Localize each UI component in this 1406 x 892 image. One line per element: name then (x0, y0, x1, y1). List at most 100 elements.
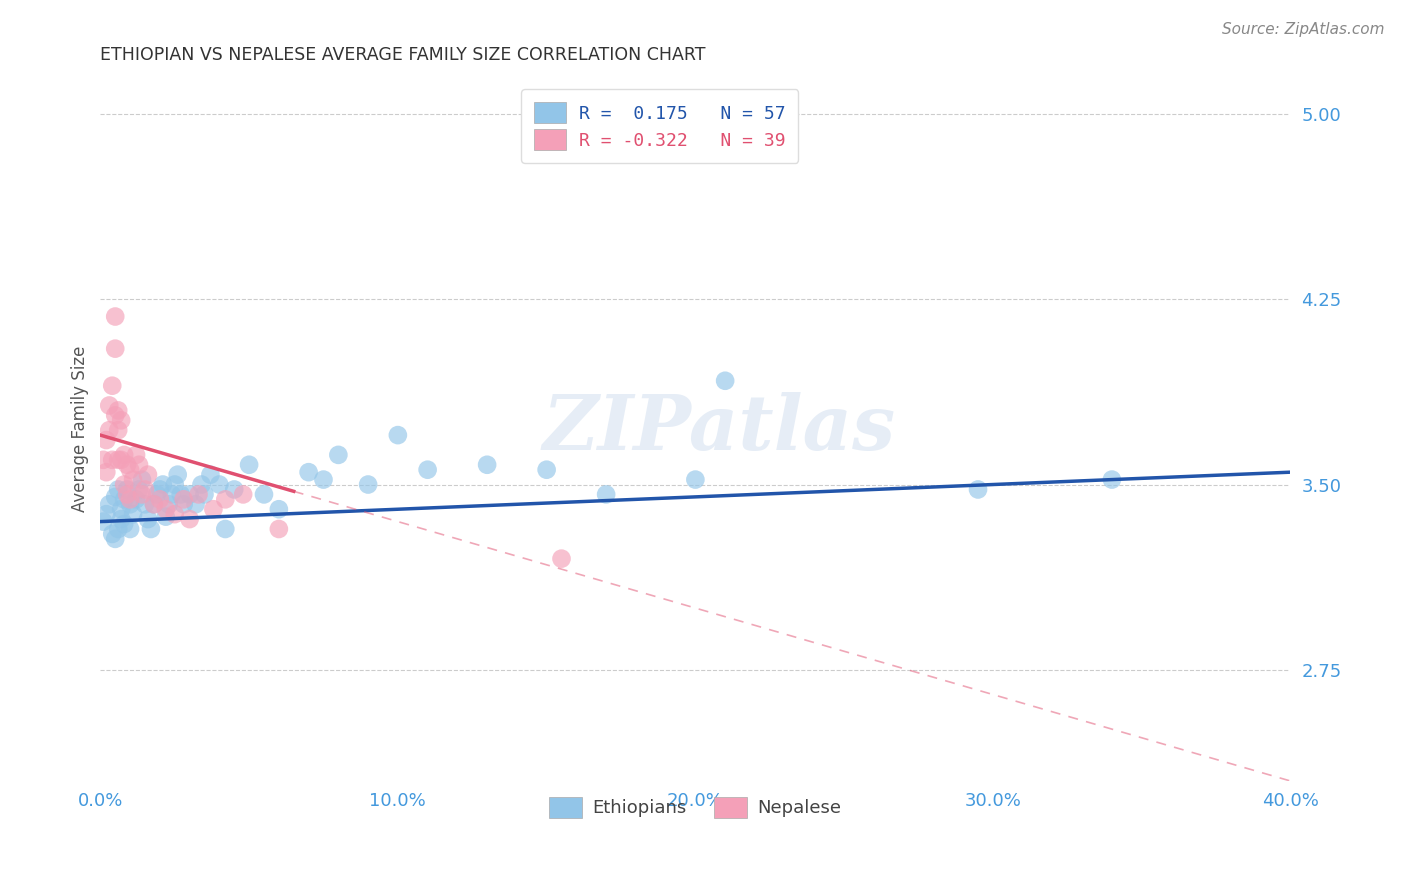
Point (115, 458, 138, 472)
Point (96, 433, 118, 447)
Point (152, 477, 174, 491)
Y-axis label: Average Family Size: Average Family Size (72, 346, 89, 512)
Point (122, 473, 145, 487)
Point (134, 483, 156, 497)
Point (112, 492, 135, 507)
Point (146, 487, 169, 501)
Point (200, 467, 222, 482)
Point (967, 483, 990, 497)
Point (1101, 473, 1123, 487)
Point (107, 452, 129, 467)
Point (115, 487, 138, 501)
Point (160, 487, 183, 501)
Point (328, 448, 350, 462)
Point (110, 512, 132, 526)
Point (115, 483, 138, 497)
Point (163, 507, 186, 521)
Point (101, 452, 124, 467)
Point (112, 448, 135, 462)
Point (142, 497, 165, 511)
Point (173, 492, 195, 507)
Point (139, 522, 162, 536)
Point (131, 473, 153, 487)
Point (96, 507, 118, 521)
Point (128, 458, 150, 472)
Legend: Ethiopians, Nepalese: Ethiopians, Nepalese (543, 789, 849, 825)
Point (685, 473, 707, 487)
Point (98, 399, 121, 413)
Point (214, 522, 236, 536)
Point (387, 428, 409, 442)
Point (193, 487, 215, 501)
Point (104, 490, 127, 504)
Point (91, 515, 114, 529)
Point (312, 473, 335, 487)
Point (96, 465, 118, 479)
Point (104, 342, 127, 356)
Point (120, 492, 142, 507)
Text: Source: ZipAtlas.com: Source: ZipAtlas.com (1222, 22, 1385, 37)
Point (107, 403, 129, 417)
Point (208, 477, 231, 491)
Point (107, 522, 129, 536)
Point (179, 512, 201, 526)
Point (120, 522, 142, 536)
Point (110, 452, 132, 467)
Point (104, 532, 127, 546)
Point (475, 458, 498, 472)
Point (232, 487, 254, 501)
Point (214, 492, 236, 507)
Point (166, 467, 188, 482)
Point (297, 465, 319, 479)
Point (110, 502, 132, 516)
Point (187, 487, 209, 501)
Point (253, 487, 276, 501)
Point (136, 467, 159, 482)
Point (357, 477, 380, 491)
Point (163, 477, 186, 491)
Text: ETHIOPIAN VS NEPALESE AVERAGE FAMILY SIZE CORRELATION CHART: ETHIOPIAN VS NEPALESE AVERAGE FAMILY SIZ… (100, 46, 706, 64)
Point (202, 502, 225, 516)
Point (104, 310, 127, 324)
Point (104, 409, 127, 423)
Point (173, 497, 195, 511)
Point (155, 509, 177, 524)
Point (155, 502, 177, 516)
Point (120, 497, 142, 511)
Point (98, 497, 121, 511)
Point (184, 497, 207, 511)
Point (416, 463, 439, 477)
Point (224, 483, 246, 497)
Point (128, 483, 150, 497)
Point (149, 492, 172, 507)
Point (134, 497, 156, 511)
Point (179, 487, 201, 501)
Point (91, 452, 114, 467)
Point (125, 448, 148, 462)
Point (149, 483, 172, 497)
Point (190, 477, 212, 491)
Point (536, 463, 558, 477)
Point (122, 507, 145, 521)
Point (120, 463, 142, 477)
Point (112, 517, 135, 532)
Point (125, 492, 148, 507)
Point (107, 423, 129, 437)
Text: ZIPatlas: ZIPatlas (543, 392, 896, 466)
Point (142, 497, 165, 511)
Point (267, 522, 290, 536)
Point (157, 497, 180, 511)
Point (550, 551, 572, 566)
Point (714, 374, 737, 388)
Point (238, 458, 260, 472)
Point (98, 423, 121, 437)
Point (101, 527, 124, 541)
Point (170, 487, 193, 501)
Point (110, 413, 132, 427)
Point (112, 477, 135, 491)
Point (595, 487, 617, 501)
Point (267, 502, 290, 516)
Point (136, 512, 159, 526)
Point (101, 378, 124, 392)
Point (131, 487, 153, 501)
